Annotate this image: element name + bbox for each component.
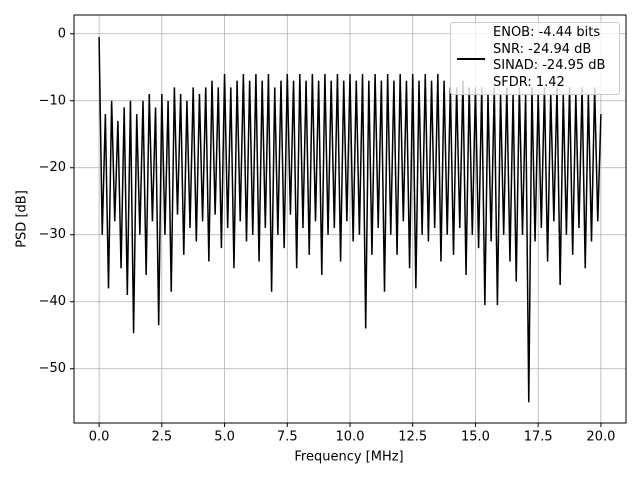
- x-tick-label: 5.0: [214, 430, 235, 445]
- x-axis-label: Frequency [MHz]: [294, 450, 403, 465]
- psd-line: [98, 37, 602, 403]
- x-tick-label: 15.0: [461, 430, 490, 445]
- x-tick-label: 20.0: [586, 430, 615, 445]
- y-tick-label: −40: [39, 294, 66, 309]
- plot-frame: [73, 14, 627, 424]
- y-axis-label: PSD [dB]: [15, 190, 30, 248]
- x-tick-label: 10.0: [336, 430, 365, 445]
- y-tick-label: −30: [39, 227, 66, 242]
- x-tick-label: 17.5: [524, 430, 553, 445]
- legend-label: ENOB: -4.44 bits SNR: -24.94 dB SINAD: -…: [493, 25, 606, 90]
- y-tick-label: 0: [58, 26, 66, 41]
- x-tick-label: 0.0: [89, 430, 110, 445]
- legend: ENOB: -4.44 bits SNR: -24.94 dB SINAD: -…: [450, 22, 620, 95]
- x-tick-label: 7.5: [277, 430, 298, 445]
- y-tick-label: −20: [39, 160, 66, 175]
- y-tick-label: −10: [39, 93, 66, 108]
- x-tick-label: 12.5: [398, 430, 427, 445]
- x-tick-label: 2.5: [151, 430, 172, 445]
- legend-swatch: [457, 58, 485, 60]
- y-tick-label: −50: [39, 361, 66, 376]
